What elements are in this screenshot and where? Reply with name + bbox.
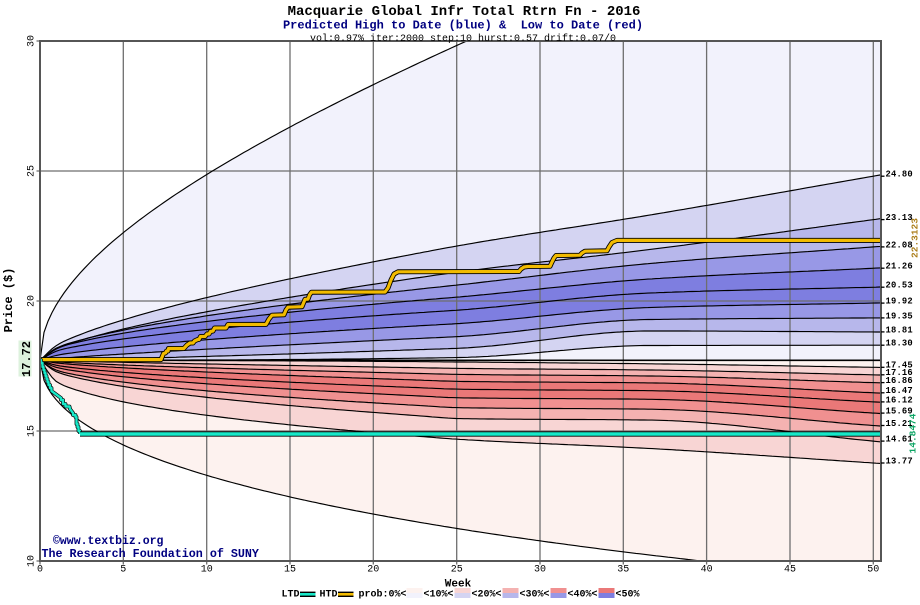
svg-text:20.53: 20.53 bbox=[886, 281, 913, 291]
svg-text:45: 45 bbox=[784, 565, 796, 576]
svg-text:<50%: <50% bbox=[616, 590, 640, 601]
svg-text:25: 25 bbox=[451, 565, 463, 576]
svg-text:<20%<: <20%< bbox=[472, 590, 502, 601]
svg-text:Price ($): Price ($) bbox=[2, 268, 16, 333]
svg-text:The Research Foundation of SUN: The Research Foundation of SUNY bbox=[42, 547, 259, 561]
svg-text:LTD: LTD bbox=[282, 590, 300, 601]
svg-text:Predicted High to Date (blue): Predicted High to Date (blue) & Low to D… bbox=[283, 19, 643, 33]
svg-text:0: 0 bbox=[37, 565, 43, 576]
svg-text:22.3123: 22.3123 bbox=[910, 218, 920, 258]
svg-text:15: 15 bbox=[27, 425, 38, 437]
svg-text:14.8474: 14.8474 bbox=[908, 413, 919, 453]
svg-text:40: 40 bbox=[701, 565, 713, 576]
svg-text:15: 15 bbox=[284, 565, 296, 576]
svg-text:30: 30 bbox=[534, 565, 546, 576]
svg-text:<30%<: <30%< bbox=[520, 590, 550, 601]
svg-text:17.72: 17.72 bbox=[20, 341, 34, 377]
svg-text:10: 10 bbox=[27, 555, 38, 567]
svg-text:24.80: 24.80 bbox=[886, 170, 913, 180]
svg-text:5: 5 bbox=[120, 565, 126, 576]
svg-text:Macquarie Global Infr Total Rt: Macquarie Global Infr Total Rtrn Fn - 20… bbox=[288, 4, 641, 20]
svg-text:20: 20 bbox=[367, 565, 379, 576]
svg-text:vol:0.97% iter:2000 step:10 hu: vol:0.97% iter:2000 step:10 hurst:0.57 d… bbox=[310, 33, 616, 45]
svg-text:19.92: 19.92 bbox=[886, 297, 913, 307]
svg-text:HTD: HTD bbox=[320, 590, 338, 601]
svg-text:16.12: 16.12 bbox=[886, 395, 913, 405]
svg-text:<10%<: <10%< bbox=[424, 590, 454, 601]
svg-text:25: 25 bbox=[27, 165, 38, 177]
svg-text:21.26: 21.26 bbox=[886, 262, 913, 272]
svg-text:prob:0%<: prob:0%< bbox=[359, 589, 407, 601]
svg-text:<40%<: <40%< bbox=[568, 590, 598, 601]
svg-text:13.77: 13.77 bbox=[886, 456, 913, 466]
svg-text:20: 20 bbox=[27, 295, 38, 307]
svg-text:50: 50 bbox=[867, 565, 879, 576]
svg-text:18.30: 18.30 bbox=[886, 339, 913, 349]
svg-text:18.81: 18.81 bbox=[886, 325, 913, 335]
svg-text:16.86: 16.86 bbox=[886, 376, 913, 386]
svg-text:10: 10 bbox=[201, 565, 213, 576]
svg-text:19.35: 19.35 bbox=[886, 311, 913, 321]
svg-text:35: 35 bbox=[617, 565, 629, 576]
svg-text:30: 30 bbox=[27, 35, 38, 47]
